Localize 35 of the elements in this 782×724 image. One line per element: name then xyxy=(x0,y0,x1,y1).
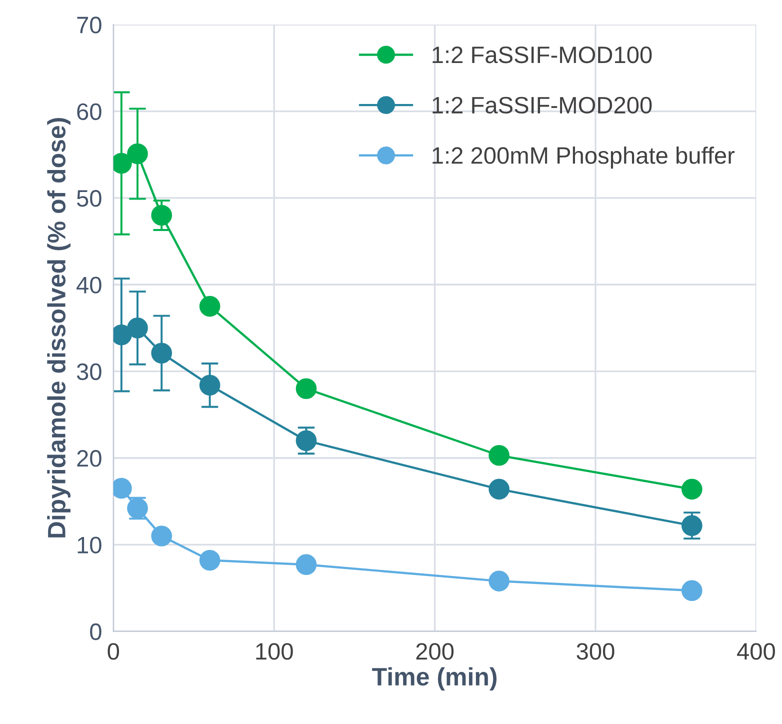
x-tick-label: 200 xyxy=(416,643,454,660)
x-tick-label: 400 xyxy=(737,643,775,660)
point xyxy=(296,554,317,576)
point xyxy=(199,374,220,396)
x-tick-label: 0 xyxy=(108,643,120,660)
point xyxy=(296,430,317,452)
point xyxy=(296,378,317,400)
y-tick-label: 60 xyxy=(77,103,102,120)
x-axis-title: Time (min) xyxy=(372,667,497,691)
point xyxy=(151,204,172,226)
x-tick-label: 300 xyxy=(576,643,614,660)
y-tick-label: 20 xyxy=(77,450,102,467)
point xyxy=(681,515,702,536)
y-tick-label: 70 xyxy=(77,16,102,34)
point xyxy=(127,143,148,164)
point xyxy=(488,478,510,500)
point xyxy=(681,478,702,500)
point xyxy=(199,550,220,571)
y-tick-label: 10 xyxy=(78,536,102,554)
point xyxy=(681,580,702,602)
point xyxy=(488,444,510,466)
legend-label: 1:2 200mM Phosphate buffer xyxy=(432,146,735,169)
y-tick-label: 40 xyxy=(76,276,102,294)
y-tick-label: 30 xyxy=(76,363,102,380)
point xyxy=(151,526,172,546)
point xyxy=(199,296,220,317)
point xyxy=(488,570,510,592)
point xyxy=(127,318,148,338)
y-axis-title: Dipyridamole dissolved (% of dose) xyxy=(47,118,70,538)
legend-label: 1:2 FaSSIF-MOD100 xyxy=(432,46,652,64)
x-tick-label: 100 xyxy=(256,643,293,660)
legend-label: 1:2 FaSSIF-MOD200 xyxy=(432,96,652,114)
y-tick-label: 0 xyxy=(90,623,102,640)
point xyxy=(151,342,172,364)
y-tick-label: 50 xyxy=(76,190,102,207)
